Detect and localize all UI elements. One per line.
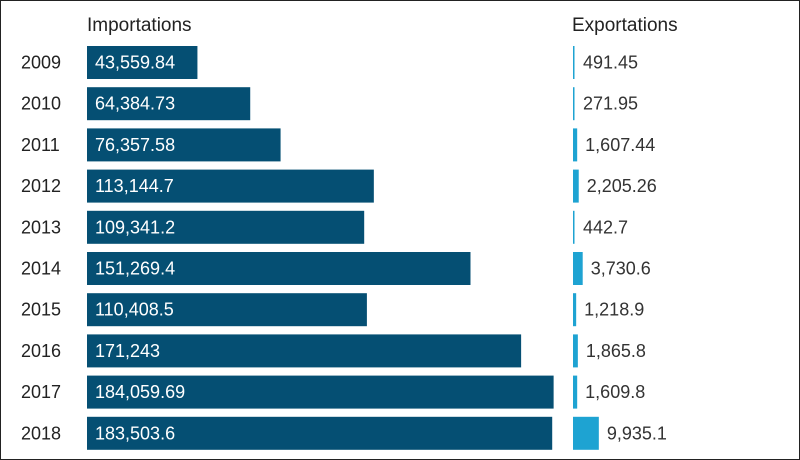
exportations-bar	[573, 416, 599, 450]
year-label: 2013	[21, 217, 61, 237]
year-label: 2012	[21, 176, 61, 196]
year-label: 2009	[21, 53, 61, 73]
exportations-bar	[573, 128, 578, 162]
importations-bar	[87, 210, 365, 244]
importations-value-label: 151,269.4	[95, 259, 175, 279]
importations-value-label: 110,408.5	[95, 300, 174, 320]
importations-value-label: 109,341.2	[95, 217, 175, 237]
exportations-bar	[573, 169, 579, 203]
chart-rows: 2009 43,559.84 491.45 2010 64,384.73 271.95 20…	[21, 46, 667, 450]
importations-bar	[87, 375, 554, 409]
exportations-value-label: 9,935.1	[607, 423, 667, 443]
exportations-value-label: 442.7	[583, 217, 628, 237]
importations-bar	[87, 293, 367, 327]
importations-header: Importations	[87, 15, 192, 36]
importations-bar	[87, 334, 522, 368]
exportations-bar	[573, 375, 578, 409]
importations-value-label: 43,559.84	[95, 53, 175, 73]
importations-value-label: 171,243	[95, 341, 160, 361]
importations-value-label: 76,357.58	[95, 135, 175, 155]
exportations-bar	[573, 293, 577, 327]
importations-value-label: 64,384.73	[95, 94, 175, 114]
year-label: 2010	[21, 94, 61, 114]
exportations-value-label: 2,205.26	[587, 176, 657, 196]
year-label: 2015	[21, 300, 61, 320]
exportations-header: Exportations	[572, 15, 678, 36]
importations-value-label: 184,059.69	[95, 382, 185, 402]
exportations-value-label: 1,607.44	[585, 135, 655, 155]
exportations-value-label: 491.45	[583, 53, 638, 73]
importations-bar	[87, 46, 198, 79]
exportations-bar	[573, 252, 583, 285]
exportations-bar	[573, 334, 578, 368]
year-label: 2017	[21, 382, 61, 402]
year-label: 2011	[21, 135, 60, 155]
exportations-value-label: 1,865.8	[586, 341, 646, 361]
exportations-bar	[573, 87, 575, 121]
year-label: 2014	[21, 259, 61, 279]
importations-value-label: 183,503.6	[95, 423, 175, 443]
exportations-bar	[573, 210, 575, 244]
exportations-bar	[573, 46, 575, 79]
importations-bar	[87, 169, 374, 203]
exportations-value-label: 1,218.9	[584, 300, 644, 320]
importations-bar	[87, 416, 553, 450]
exportations-value-label: 271.95	[583, 94, 638, 114]
importations-value-label: 113,144.7	[95, 176, 174, 196]
year-label: 2016	[21, 341, 61, 361]
importations-bar	[87, 128, 281, 162]
importations-bar	[87, 252, 471, 285]
exportations-value-label: 1,609.8	[585, 382, 645, 402]
exportations-value-label: 3,730.6	[591, 259, 651, 279]
year-label: 2018	[21, 423, 61, 443]
importations-bar	[87, 87, 251, 121]
